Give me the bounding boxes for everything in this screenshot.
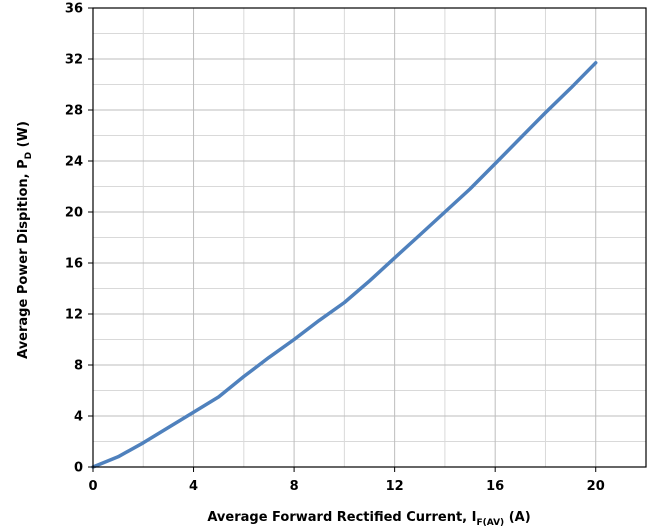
x-axis-title: Average Forward Rectified Current, IF(AV… xyxy=(207,510,530,528)
y-tick-label: 16 xyxy=(65,257,83,272)
x-tick-label: 20 xyxy=(587,479,605,494)
grid-minor xyxy=(93,8,646,467)
y-tick-label: 12 xyxy=(65,308,83,323)
series-layer xyxy=(91,61,598,469)
y-tick-label: 32 xyxy=(65,53,83,68)
series-line xyxy=(91,61,598,469)
y-tick-label: 0 xyxy=(74,461,83,476)
y-tick-label: 4 xyxy=(74,410,83,425)
y-tick-label: 28 xyxy=(65,104,83,119)
x-tick-label: 12 xyxy=(386,479,404,494)
tick-layer: 0 4 8 12 16 20 0 4 8 12 16 20 24 28 32 36 xyxy=(65,2,605,495)
y-axis-title: Average Power Dispition, PD (W) xyxy=(16,121,34,359)
x-tick-label: 0 xyxy=(88,479,97,494)
y-tick-label: 20 xyxy=(65,206,83,221)
grid-major xyxy=(93,8,646,467)
x-tick-label: 16 xyxy=(486,479,504,494)
x-tick-label: 8 xyxy=(290,479,299,494)
y-tick-label: 8 xyxy=(74,359,83,374)
y-tick-label: 24 xyxy=(65,155,83,170)
y-tick-label: 36 xyxy=(65,2,83,17)
plot-frame xyxy=(92,7,647,468)
x-tick-label: 4 xyxy=(189,479,198,494)
